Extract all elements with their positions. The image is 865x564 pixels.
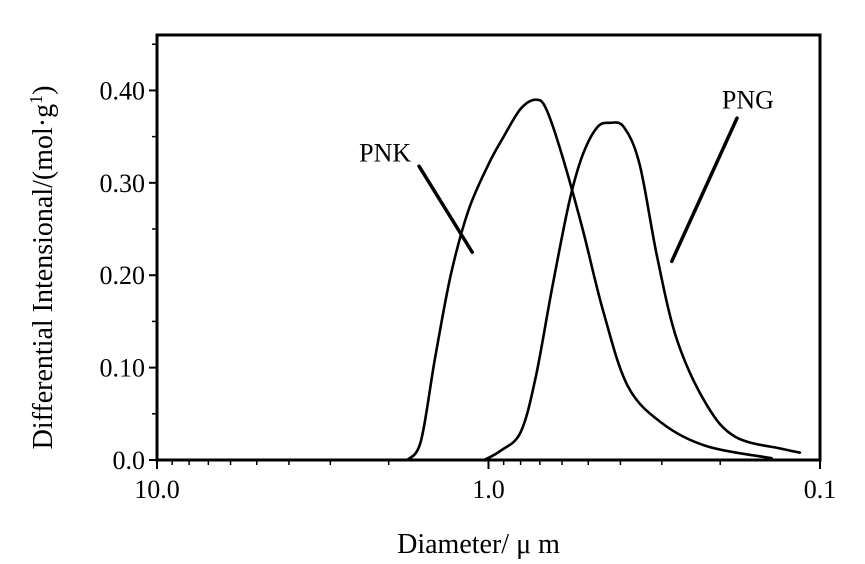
annotation-leader-pnk	[417, 164, 474, 254]
x-tick-label: 1.0	[472, 475, 505, 504]
axis-ticks: 0.0 0.10 0.20 0.30 0.40 10.0 1.0 0.1	[100, 43, 837, 504]
x-tick-label: 0.1	[804, 475, 837, 504]
y-tick-label: 0.40	[100, 76, 146, 105]
y-axis-title-superscript: 1	[26, 95, 46, 104]
y-tick-label: 0.0	[113, 446, 146, 475]
series-line-png	[482, 121, 802, 462]
x-tick-label: 10.0	[134, 475, 180, 504]
y-tick-label: 0.20	[100, 261, 146, 290]
y-axis-title: Differential Intensional/(mol·g1)	[26, 86, 59, 450]
y-axis-title-close: )	[28, 86, 59, 95]
y-axis-title-main: Differential Intensional/(mol·g	[28, 104, 59, 450]
series-annotations: PNK PNG	[359, 86, 774, 264]
plot-area	[155, 33, 822, 462]
y-tick-label: 0.30	[100, 169, 146, 198]
plot-frame	[155, 33, 822, 462]
x-axis-title: Diameter/ μ m	[397, 529, 560, 560]
annotation-leader-png	[670, 116, 739, 264]
series-line-pnk	[405, 98, 773, 462]
series-label-pnk: PNK	[359, 138, 411, 167]
series-label-png: PNG	[722, 86, 774, 115]
series-lines	[405, 98, 802, 462]
y-tick-label: 0.10	[100, 354, 146, 383]
